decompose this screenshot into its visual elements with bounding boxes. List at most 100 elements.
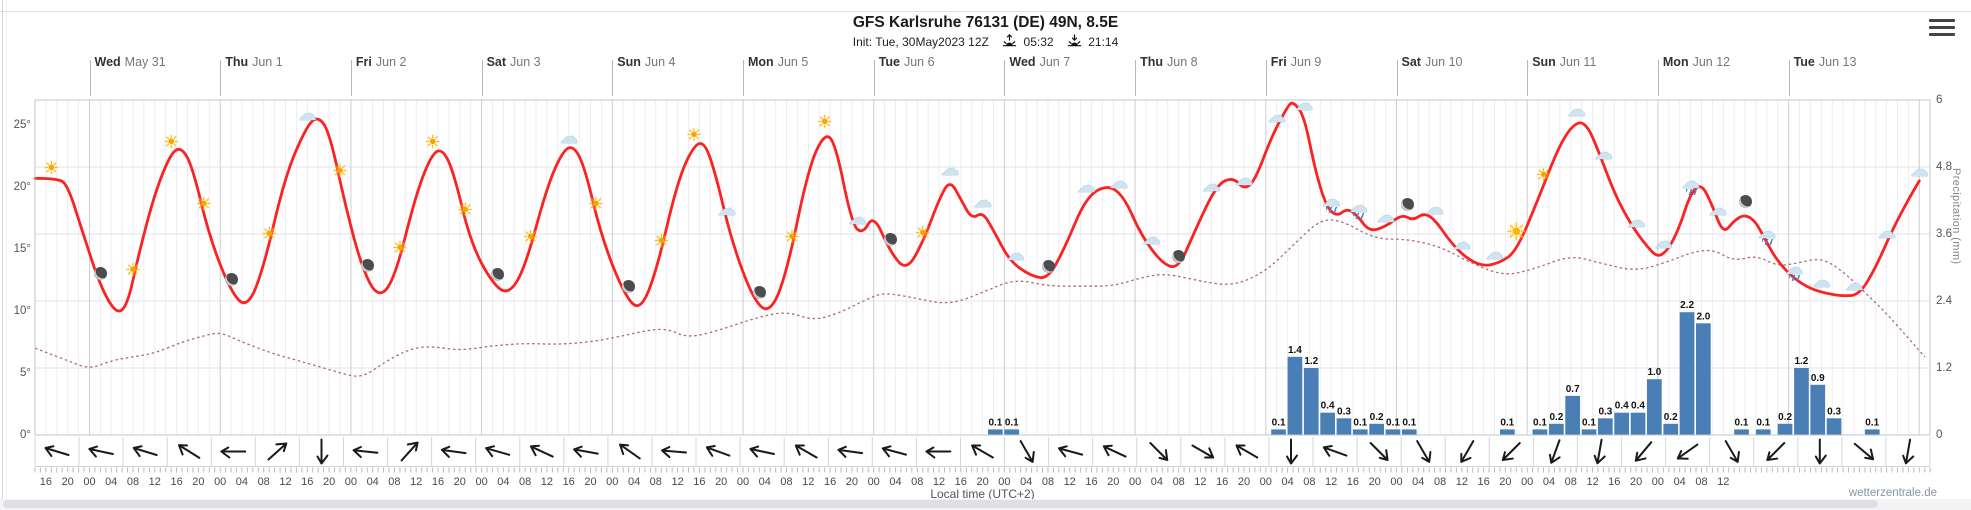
sunrise-time: 05:32 — [1023, 35, 1054, 49]
hour-label: 04 — [758, 476, 771, 488]
weather-icon-cloud: ☁ — [559, 126, 579, 148]
precip-bar — [1352, 429, 1368, 435]
weather-icon-cloud: ☁ — [1811, 271, 1831, 292]
precip-bar-label: 0.7 — [1566, 384, 1580, 395]
horizontal-scrollbar[interactable] — [0, 499, 1971, 510]
weather-icon-sun: ☀ — [43, 158, 60, 179]
hour-label: 08 — [126, 476, 140, 488]
dewpoint-line — [34, 219, 1926, 377]
weather-icon-cloud: ☁ — [297, 104, 317, 125]
precip-bar — [988, 429, 1003, 435]
day-tick — [873, 60, 875, 96]
precip-bar — [1385, 429, 1401, 435]
precip-bar-label: 0.1 — [1735, 417, 1749, 428]
wind-arrow — [1416, 440, 1432, 463]
wind-arrow — [971, 444, 994, 459]
precip-bar — [1401, 429, 1417, 435]
hour-label: 12 — [1586, 476, 1599, 488]
precip-bar — [1598, 418, 1613, 435]
precip-bar — [1320, 412, 1335, 435]
temp-axis-tick-label: 0° — [20, 429, 31, 441]
weather-icon-cloud: ☁ — [1653, 232, 1673, 254]
precip-bar-label: 1.0 — [1647, 367, 1661, 378]
day-tick — [1265, 60, 1267, 96]
hour-label: 04 — [1542, 476, 1556, 488]
menu-icon[interactable] — [1929, 19, 1955, 39]
hour-label: 04 — [627, 476, 641, 488]
wind-arrow — [1593, 438, 1606, 465]
hour-label: 00 — [867, 476, 880, 488]
temp-axis-tick-label: 15° — [13, 243, 31, 255]
hour-label: 08 — [388, 476, 401, 488]
weather-icon-moon — [1734, 193, 1756, 215]
watermark-link[interactable]: wetterzentrale.de — [1848, 487, 1937, 499]
wind-arrow — [749, 445, 775, 458]
hour-label: 04 — [1150, 476, 1164, 488]
wind-arrow — [132, 445, 158, 458]
weather-icon-sun: ☀ — [685, 124, 703, 145]
weather-icon-moon — [1037, 258, 1059, 280]
precip-bar — [1647, 379, 1662, 435]
precip-bar — [1549, 423, 1564, 435]
precip-bar — [1826, 418, 1842, 435]
hour-label: 12 — [1063, 476, 1076, 488]
hour-label: 16 — [301, 476, 314, 488]
weather-icon-cloud: ☁ — [1234, 168, 1254, 190]
hour-label: 20 — [61, 476, 74, 488]
weather-icon-cloud: ☁ — [1909, 159, 1929, 181]
wind-arrow — [267, 442, 288, 461]
precip-bar-label: 0.2 — [1664, 412, 1678, 423]
weather-icon-cloud: ☁ — [1141, 228, 1161, 249]
menu-bar — [1929, 33, 1955, 36]
hour-label: 16 — [170, 476, 183, 488]
precip-bar-label: 0.3 — [1827, 406, 1841, 417]
hour-label: 04 — [1412, 476, 1425, 488]
precip-bar-label: 2.2 — [1680, 300, 1694, 311]
temp-axis-tick-label: 25° — [13, 119, 31, 131]
hour-label: 12 — [1324, 476, 1338, 488]
hour-label: 08 — [649, 476, 662, 488]
precip-bar — [1614, 412, 1629, 435]
wind-arrow — [178, 444, 201, 459]
hour-label: 08 — [257, 476, 270, 488]
day-tick — [1396, 60, 1398, 96]
hour-label: 08 — [1041, 476, 1055, 488]
weather-icon-moon — [356, 257, 378, 279]
weather-icon-rain: ☁ — [1757, 221, 1777, 245]
weather-icon-cloud: ☁ — [1452, 232, 1472, 254]
hour-label: 12 — [1194, 476, 1207, 488]
day-label: Wed Jun 7 — [1009, 55, 1071, 69]
weather-icon-sun: ☀ — [914, 222, 931, 243]
day-label: Sat Jun 3 — [486, 55, 541, 69]
precip-bar-label: 0.1 — [1353, 417, 1367, 428]
menu-bar — [1929, 26, 1955, 29]
hour-label: 20 — [322, 476, 336, 488]
hour-label: 12 — [932, 476, 946, 488]
wind-arrow — [485, 445, 511, 458]
precip-bar — [1794, 368, 1809, 435]
precip-bar — [1271, 429, 1286, 435]
hour-label: 08 — [911, 476, 924, 488]
hour-label: 20 — [976, 476, 989, 488]
weather-icon-sun: ☀ — [816, 112, 833, 133]
hour-label: 16 — [562, 476, 575, 488]
hour-label: 08 — [1564, 476, 1577, 488]
day-tick — [1527, 60, 1529, 96]
precip-bar-label: 0.1 — [1272, 417, 1286, 428]
precip-bar — [1303, 368, 1319, 435]
sunrise-icon — [1002, 33, 1017, 47]
hour-label: 12 — [148, 476, 161, 488]
precip-bar — [1777, 423, 1793, 435]
precip-axis-caption: Precipitation (mm) — [1950, 168, 1962, 265]
day-label: Thu Jun 8 — [1140, 55, 1198, 69]
scrollbar-thumb[interactable] — [3, 500, 1878, 508]
menu-bar — [1929, 19, 1955, 22]
precip-bar — [1864, 429, 1880, 435]
weather-icon-cloud: ☁ — [1109, 171, 1129, 193]
precip-bar — [1663, 423, 1679, 435]
hour-label: 04 — [1020, 476, 1033, 488]
wind-arrow — [440, 445, 467, 458]
hour-label: 20 — [192, 476, 205, 488]
wind-arrow — [1191, 444, 1215, 459]
weather-icon-sun: ☀ — [261, 224, 278, 245]
